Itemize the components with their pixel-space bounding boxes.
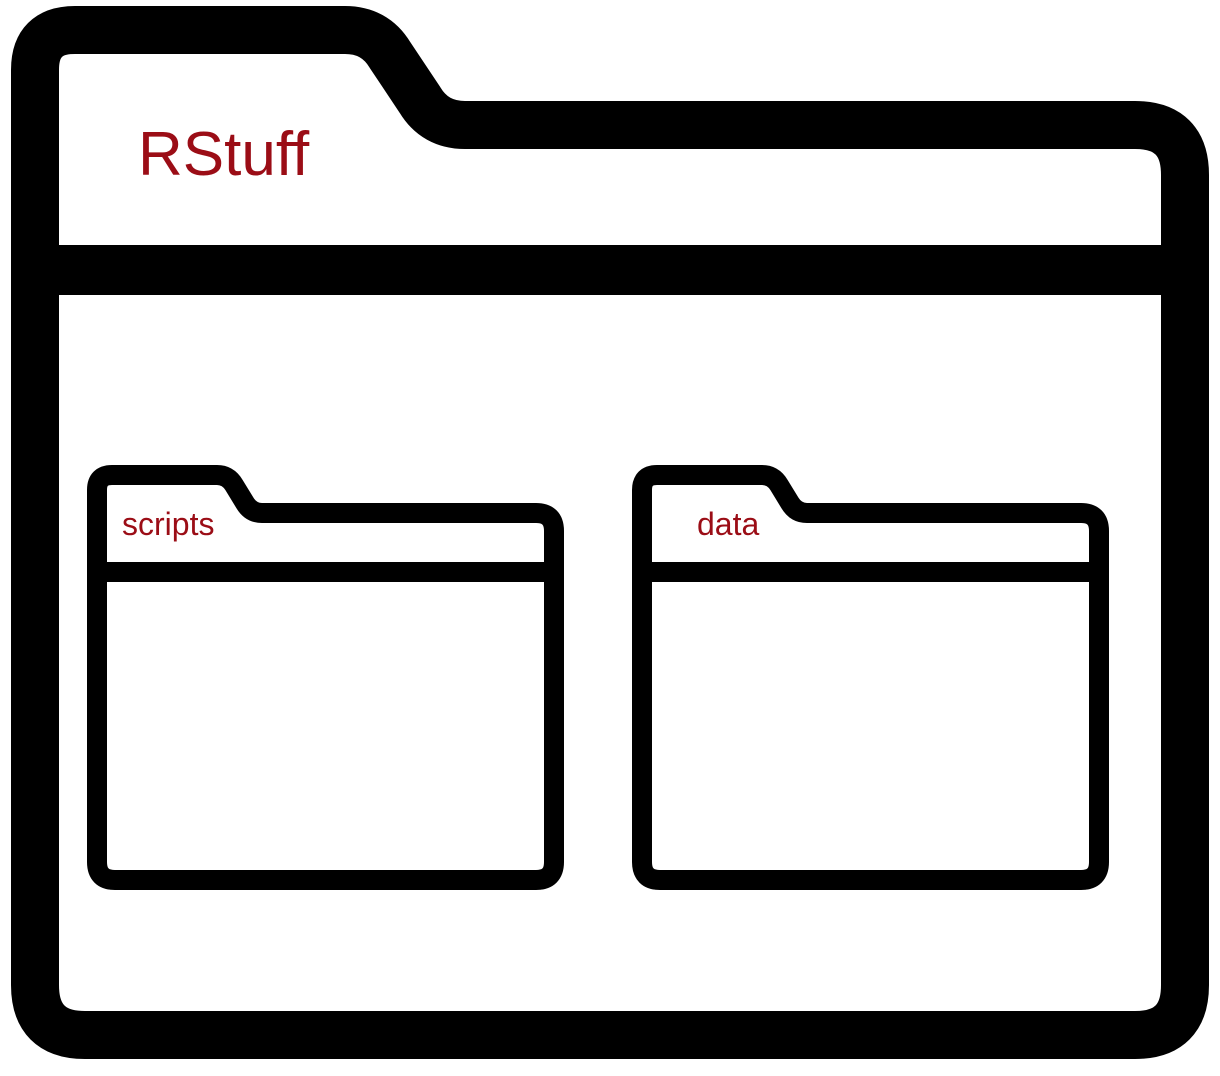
scripts-folder-label: scripts xyxy=(122,506,215,542)
data-folder-label: data xyxy=(697,506,760,542)
scripts-folder-icon xyxy=(87,465,564,890)
main-folder-label: RStuff xyxy=(138,120,310,189)
data-folder-icon xyxy=(632,465,1109,890)
